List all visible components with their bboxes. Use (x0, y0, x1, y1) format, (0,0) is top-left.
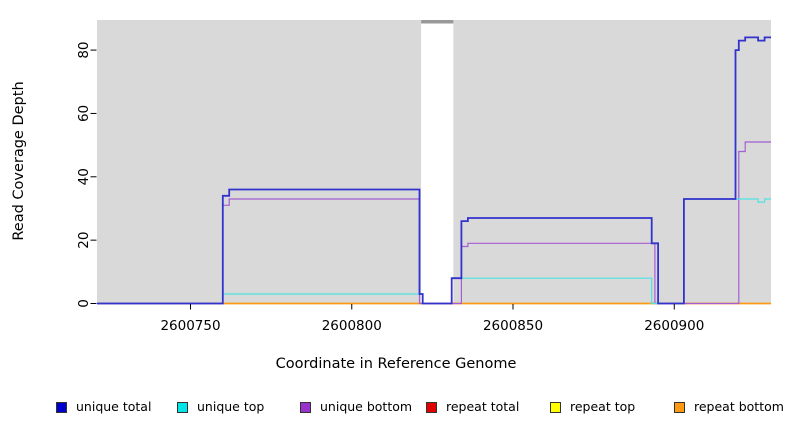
x-tick-label: 2600900 (644, 318, 704, 334)
x-tick-label: 2600800 (322, 318, 382, 334)
y-axis-title: Read Coverage Depth (11, 81, 27, 241)
legend-swatch-icon (426, 401, 437, 413)
series-unique-total-line (97, 36, 771, 305)
gap-cap-bar (421, 20, 454, 24)
y-tick-label: 80 (76, 41, 92, 58)
legend-item-unique-bottom: unique bottom (300, 398, 412, 416)
y-tick-label: 0 (76, 299, 92, 308)
x-tick-label: 2600850 (483, 318, 543, 334)
series-unique-bottom-line (97, 141, 771, 305)
legend-label: repeat total (446, 399, 520, 414)
legend-swatch-icon (56, 401, 67, 413)
legend-item-repeat-bottom: repeat bottom (674, 398, 784, 416)
chart-legend: unique total unique top unique bottom repea… (0, 398, 792, 420)
legend-swatch-icon (674, 401, 685, 413)
y-tick-label: 20 (76, 232, 92, 249)
legend-swatch-icon (300, 401, 311, 413)
legend-item-repeat-total: repeat total (426, 398, 519, 416)
x-axis-title: Coordinate in Reference Genome (275, 356, 517, 372)
y-tick-label: 40 (76, 168, 92, 185)
legend-label: unique total (76, 399, 152, 414)
plot-background-left (97, 20, 422, 304)
legend-swatch-icon (177, 401, 188, 413)
legend-swatch-icon (550, 401, 561, 413)
y-tick-label: 60 (76, 105, 92, 122)
legend-item-unique-total: unique total (56, 398, 151, 416)
legend-label: unique top (197, 399, 265, 414)
legend-item-unique-top: unique top (177, 398, 264, 416)
legend-label: repeat top (570, 399, 636, 414)
series-unique-top-line (97, 198, 771, 305)
legend-label: repeat bottom (694, 399, 784, 414)
plot-background-right (453, 20, 771, 304)
x-tick-label: 2600750 (160, 318, 220, 334)
legend-label: unique bottom (320, 399, 413, 414)
legend-item-repeat-top: repeat top (550, 398, 635, 416)
